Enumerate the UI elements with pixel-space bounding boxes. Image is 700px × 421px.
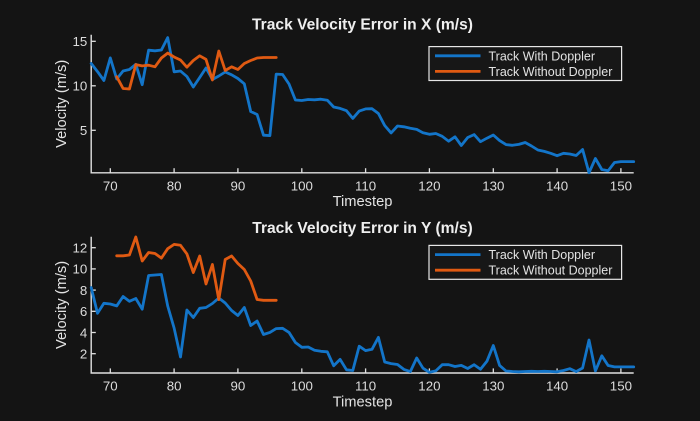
svg-text:Track Velocity Error in X (m/s: Track Velocity Error in X (m/s) <box>252 17 473 34</box>
svg-text:100: 100 <box>291 379 313 394</box>
svg-text:90: 90 <box>231 379 246 394</box>
svg-text:70: 70 <box>103 379 118 394</box>
svg-text:80: 80 <box>167 179 182 194</box>
svg-text:Timestep: Timestep <box>333 194 393 210</box>
svg-text:Track Without Doppler: Track Without Doppler <box>489 264 613 278</box>
svg-text:10: 10 <box>73 79 88 94</box>
svg-text:120: 120 <box>418 179 440 194</box>
svg-text:140: 140 <box>546 379 568 394</box>
svg-text:100: 100 <box>291 179 313 194</box>
svg-text:140: 140 <box>546 179 568 194</box>
svg-text:110: 110 <box>355 179 376 194</box>
svg-text:150: 150 <box>610 379 632 394</box>
svg-text:90: 90 <box>231 179 246 194</box>
svg-text:5: 5 <box>80 123 87 138</box>
svg-text:Velocity (m/s): Velocity (m/s) <box>54 261 70 349</box>
svg-text:Velocity (m/s): Velocity (m/s) <box>54 60 70 148</box>
svg-text:8: 8 <box>80 283 87 298</box>
svg-text:150: 150 <box>610 179 632 194</box>
svg-text:120: 120 <box>418 379 440 394</box>
svg-text:4: 4 <box>80 325 87 340</box>
svg-text:Track Without Doppler: Track Without Doppler <box>489 65 613 79</box>
svg-text:130: 130 <box>482 179 504 194</box>
svg-text:12: 12 <box>73 241 88 256</box>
svg-text:15: 15 <box>73 34 88 49</box>
svg-text:110: 110 <box>355 379 376 394</box>
svg-text:Timestep: Timestep <box>333 394 393 410</box>
svg-text:6: 6 <box>80 304 87 319</box>
svg-text:Track With Doppler: Track With Doppler <box>489 248 596 262</box>
svg-text:10: 10 <box>73 262 88 277</box>
svg-text:Track With Doppler: Track With Doppler <box>489 49 596 63</box>
svg-text:Track Velocity Error in Y (m/s: Track Velocity Error in Y (m/s) <box>252 220 472 237</box>
svg-text:80: 80 <box>167 379 182 394</box>
svg-text:2: 2 <box>80 347 87 362</box>
svg-text:130: 130 <box>482 379 504 394</box>
svg-text:70: 70 <box>103 179 118 194</box>
